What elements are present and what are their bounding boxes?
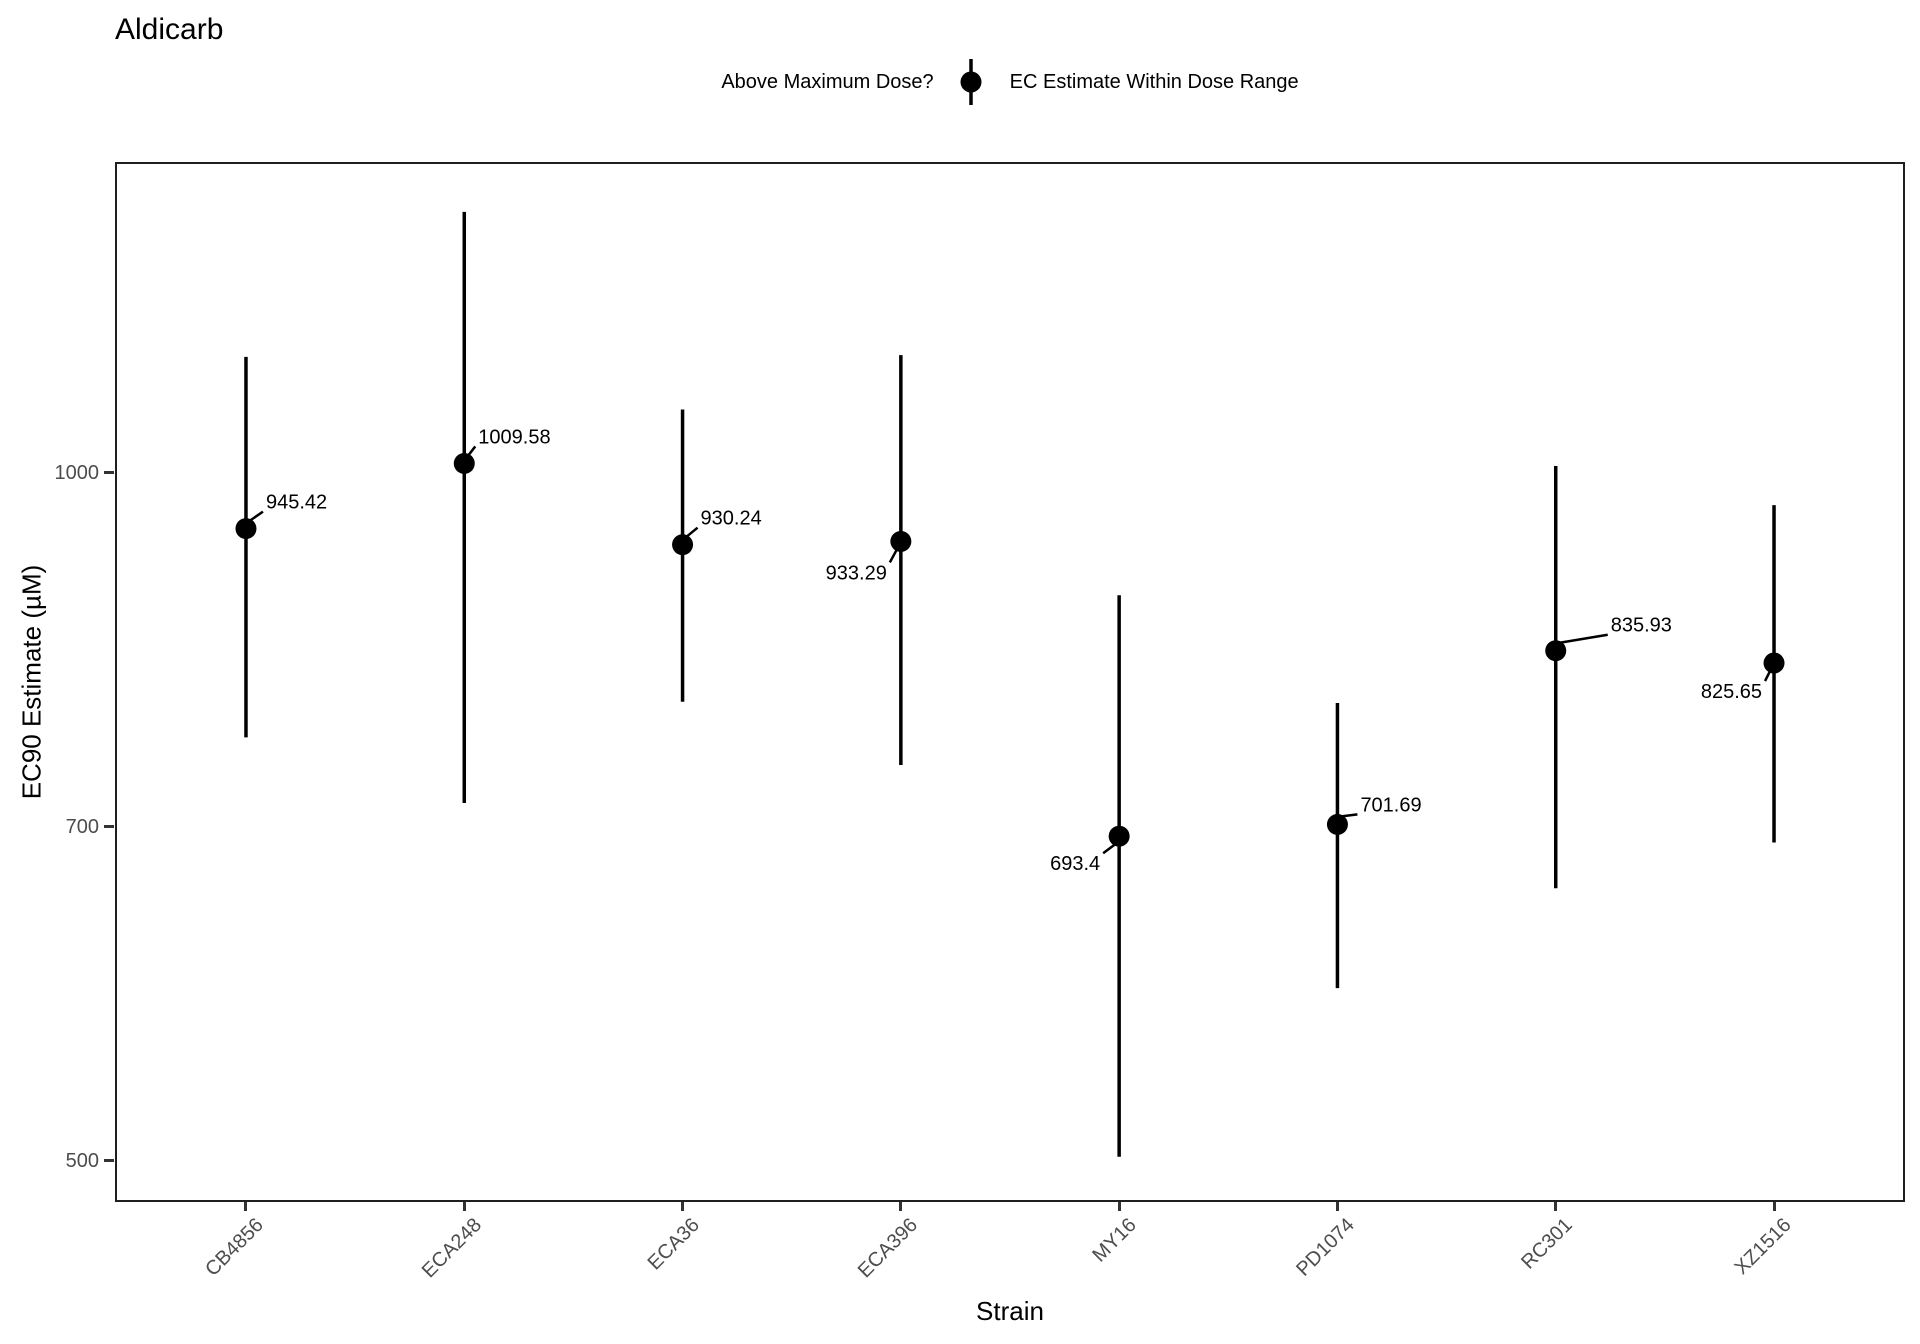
value-label-ECA248: 1009.58 <box>478 426 550 448</box>
point-RC301 <box>1545 640 1567 662</box>
x-tick-label-wrap-MY16: MY16 <box>905 1214 1141 1267</box>
legend-entry-label: EC Estimate Within Dose Range <box>1009 70 1299 93</box>
x-tick-mark-ECA396 <box>899 1202 903 1211</box>
plot-panel: 945.42 1009.58 930.24 933.29 693.4 701.69 835.… <box>115 162 1905 1202</box>
value-label-MY16: 693.4 <box>1050 853 1100 875</box>
leader-line-MY16 <box>1102 843 1116 855</box>
leader-line-CB4856 <box>249 510 264 522</box>
x-tick-label-wrap-RC301: RC301 <box>1342 1214 1578 1274</box>
leader-line-XZ1516 <box>1763 670 1772 682</box>
point-CB4856 <box>235 518 257 540</box>
y-tick-mark-700 <box>104 825 114 829</box>
leader-line-ECA248 <box>467 445 477 457</box>
value-label-RC301: 835.93 <box>1611 615 1672 637</box>
value-label-PD1074: 701.69 <box>1360 794 1421 816</box>
point-PD1074 <box>1326 813 1348 835</box>
plot-svg: 945.42 1009.58 930.24 933.29 693.4 701.69 835.… <box>235 211 1785 1157</box>
point-ECA248 <box>453 452 475 474</box>
x-tick-label-wrap-ECA36: ECA36 <box>469 1214 704 1274</box>
x-tick-mark-MY16 <box>1117 1202 1121 1211</box>
x-tick-mark-ECA36 <box>681 1202 685 1211</box>
y-tick-label-700: 700 <box>65 815 99 838</box>
leader-line-RC301 <box>1559 633 1608 644</box>
x-axis-title: Strain <box>976 1296 1044 1326</box>
point-ECA36 <box>672 534 694 556</box>
x-tick-mark-PD1074 <box>1335 1202 1339 1211</box>
leader-line-PD1074 <box>1341 813 1358 818</box>
x-tick-mark-XZ1516 <box>1772 1202 1776 1211</box>
value-label-ECA36: 930.24 <box>701 508 762 530</box>
y-tick-label-500: 500 <box>65 1149 99 1172</box>
point-ECA396 <box>890 530 912 552</box>
x-tick-label-wrap-PD1074: PD1074 <box>1123 1214 1359 1281</box>
leader-line-ECA36 <box>685 526 699 538</box>
x-tick-label-XZ1516: XZ1516 <box>1730 1214 1796 1280</box>
x-tick-mark-ECA248 <box>462 1202 466 1211</box>
point-MY16 <box>1108 825 1130 847</box>
x-tick-label-wrap-CB4856: CB4856 <box>32 1214 268 1281</box>
leader-line-ECA396 <box>888 548 898 564</box>
x-tick-mark-RC301 <box>1554 1202 1558 1211</box>
chart-title: Aldicarb <box>115 13 224 46</box>
value-label-CB4856: 945.42 <box>266 492 327 514</box>
value-label-ECA396: 933.29 <box>826 562 887 584</box>
value-label-XZ1516: 825.65 <box>1701 681 1762 703</box>
legend: Above Maximum Dose? EC Estimate Within D… <box>115 58 1905 106</box>
x-tick-mark-CB4856 <box>244 1202 248 1211</box>
x-tick-label-wrap-ECA248: ECA248 <box>250 1214 486 1282</box>
legend-point-interval-icon <box>960 59 982 105</box>
y-tick-label-1000: 1000 <box>54 461 100 484</box>
y-axis-title: EC90 Estimate (µM) <box>16 564 47 800</box>
x-tick-label-wrap-ECA396: ECA396 <box>687 1214 922 1282</box>
y-tick-mark-1000 <box>104 471 114 475</box>
y-tick-mark-500 <box>104 1159 114 1163</box>
legend-title: Above Maximum Dose? <box>721 70 934 93</box>
point-XZ1516 <box>1763 652 1785 674</box>
x-tick-label-wrap-XZ1516: XZ1516 <box>1560 1214 1795 1279</box>
